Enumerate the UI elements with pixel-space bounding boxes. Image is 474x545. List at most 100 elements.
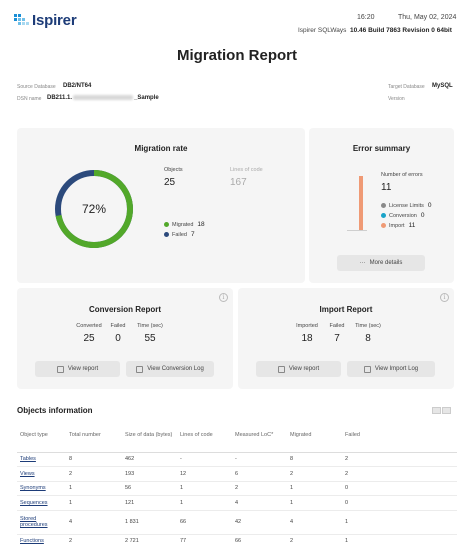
- object-type-link[interactable]: Synonyms: [17, 481, 66, 496]
- cell-total: 8: [66, 452, 122, 467]
- imported-label: Imported: [296, 323, 318, 329]
- more-details-button[interactable]: ··· More details: [337, 255, 425, 271]
- view-import-log-button[interactable]: View Import Log: [347, 361, 435, 377]
- cell-measured-loc: -: [232, 452, 287, 467]
- table-row: Sequences 1 121 1 4 1 0: [17, 495, 457, 511]
- chart-baseline: [347, 230, 367, 231]
- cell-failed: 2: [342, 466, 457, 482]
- cell-failed: 0: [342, 481, 457, 496]
- cell-migrated: 1: [287, 481, 342, 496]
- object-type-link[interactable]: Tables: [17, 452, 66, 467]
- table-row: Synonyms 1 56 1 2 1 0: [17, 481, 457, 496]
- object-type-link[interactable]: Stored procedures: [17, 510, 66, 535]
- col-lines-of-code[interactable]: Lines of code: [177, 430, 232, 453]
- cell-migrated: 2: [287, 534, 342, 545]
- cell-loc: -: [177, 452, 232, 467]
- cell-failed: 1: [342, 534, 457, 545]
- info-icon[interactable]: i: [219, 293, 228, 302]
- col-failed[interactable]: Failed: [342, 430, 457, 453]
- log-icon: [136, 365, 144, 373]
- conversion-dot-icon: [381, 213, 386, 218]
- view-report-label: View report: [288, 366, 320, 372]
- converted-value: 25: [83, 333, 95, 344]
- error-bar-chart: [347, 176, 367, 231]
- import-report-card: Import Report i Imported 18 Failed 7 Tim…: [238, 288, 454, 389]
- conversion-time-label: Time (sec): [137, 323, 163, 329]
- donut-migrated-arc: [55, 170, 133, 248]
- import-dot-icon: [381, 223, 386, 228]
- cell-total: 1: [66, 481, 122, 496]
- cell-migrated: 4: [287, 510, 342, 535]
- license-dot-icon: [381, 203, 386, 208]
- import-time-value: 8: [365, 333, 371, 344]
- error-summary-card: Error summary Number of errors 11 Licens…: [309, 128, 454, 283]
- cell-loc: 66: [177, 510, 232, 535]
- legend-failed-value: 7: [190, 231, 195, 238]
- converted-label: Converted: [76, 323, 102, 329]
- legend-migrated-label: Migrated: [172, 221, 194, 228]
- table-row: Tables 8 462 - - 8 2: [17, 452, 457, 467]
- conversion-time-value: 55: [144, 333, 156, 344]
- logo-mark-icon: [14, 13, 30, 29]
- version-label: Version: [388, 96, 405, 102]
- legend-license: License Limits 0: [381, 202, 431, 209]
- object-type-link[interactable]: Sequences: [17, 495, 66, 511]
- conversion-report-title: Conversion Report: [88, 305, 161, 314]
- legend-conversion: Conversion 0: [381, 212, 424, 219]
- cell-loc: 1: [177, 481, 232, 496]
- table-header-row: Object type Total number Size of data (b…: [17, 430, 457, 453]
- cell-loc: 12: [177, 466, 232, 482]
- table-row: Functions 2 2 721 77 66 2 1: [17, 534, 457, 545]
- objects-label: Objects: [164, 167, 183, 173]
- legend-failed: Failed 7: [164, 231, 195, 238]
- cell-migrated: 8: [287, 452, 342, 467]
- object-type-link[interactable]: Views: [17, 466, 66, 482]
- dsn-prefix: DB211.1.: [47, 95, 73, 102]
- page-title: Migration Report: [177, 47, 297, 64]
- more-icon: ···: [359, 260, 366, 266]
- cell-size: 121: [122, 495, 177, 511]
- cell-migrated: 2: [287, 466, 342, 482]
- cell-failed: 1: [342, 510, 457, 535]
- redacted-blur: [73, 95, 134, 100]
- error-count-value: 11: [381, 182, 392, 193]
- object-type-link[interactable]: Functions: [17, 534, 66, 545]
- col-migrated[interactable]: Migrated: [287, 430, 342, 453]
- cell-size: 462: [122, 452, 177, 467]
- loc-value: 167: [230, 177, 247, 188]
- view-conversion-report-button[interactable]: View report: [35, 361, 120, 377]
- source-db-label: Source Database: [17, 84, 56, 90]
- table-row: Views 2 193 12 6 2 2: [17, 466, 457, 482]
- brand-name: Ispirer: [32, 12, 77, 29]
- cell-total: 1: [66, 495, 122, 511]
- cell-failed: 0: [342, 495, 457, 511]
- legend-import: Import 11: [381, 222, 415, 229]
- failed-dot-icon: [164, 232, 169, 237]
- grid-view-icon[interactable]: [442, 407, 451, 414]
- legend-import-label: Import: [389, 222, 405, 229]
- info-icon[interactable]: i: [440, 293, 449, 302]
- cell-measured-loc: 2: [232, 481, 287, 496]
- migration-rate-card: Migration rate 72% Objects 25 Lines of c…: [17, 128, 305, 283]
- migration-rate-title: Migration rate: [134, 144, 188, 153]
- import-time-label: Time (sec): [355, 323, 381, 329]
- import-bar: [359, 176, 363, 231]
- ispirer-logo: Ispirer: [14, 12, 77, 29]
- error-summary-title: Error summary: [352, 144, 411, 153]
- col-total-number[interactable]: Total number: [66, 430, 122, 453]
- col-measured-loc[interactable]: Measured LoC*: [232, 430, 287, 453]
- col-size-of-data[interactable]: Size of data (bytes): [122, 430, 177, 453]
- legend-migrated: Migrated 18: [164, 221, 205, 228]
- view-conversion-log-button[interactable]: View Conversion Log: [126, 361, 214, 377]
- product-name: Ispirer SQLWays: [298, 27, 347, 34]
- more-details-label: More details: [369, 260, 403, 266]
- list-view-icon[interactable]: [432, 407, 441, 414]
- table-row: Stored procedures 4 1 831 66 42 4 1: [17, 510, 457, 535]
- product-version: 10.46 Build 7863 Revision 0 64bit: [350, 27, 452, 34]
- view-import-report-button[interactable]: View report: [256, 361, 341, 377]
- error-count-label: Number of errors: [381, 172, 423, 178]
- col-object-type[interactable]: Object type: [17, 430, 66, 453]
- cell-migrated: 1: [287, 495, 342, 511]
- cell-total: 4: [66, 510, 122, 535]
- legend-import-value: 11: [408, 222, 416, 229]
